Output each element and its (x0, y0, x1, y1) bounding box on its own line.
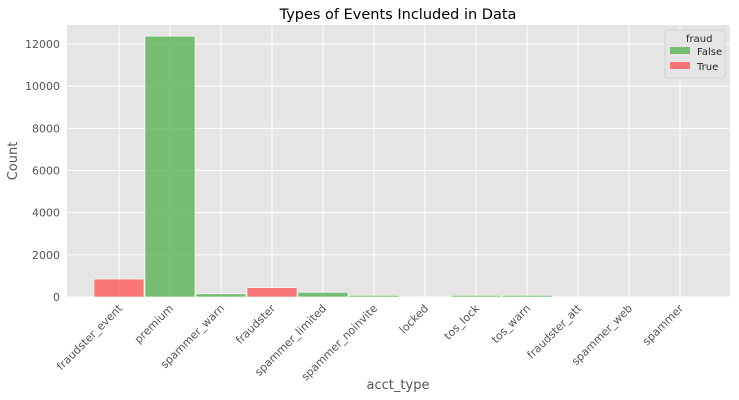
y-tick-label: 0 (53, 291, 60, 304)
bar-spammer-limited-false (297, 292, 349, 298)
x-tick-label-spammer: spammer (640, 302, 686, 348)
y-tick-label: 10000 (25, 80, 60, 93)
bar-spammer-warn-false (195, 293, 247, 298)
x-tick-label-tos-lock: tos_lock (441, 301, 482, 342)
legend: fraud False True (664, 29, 726, 79)
chart-title: Types of Events Included in Data (279, 7, 517, 23)
y-ticks: 0 2000 4000 6000 8000 10000 12000 (25, 38, 60, 304)
bar-fraudster-event-true (93, 278, 145, 298)
y-axis-label: Count (6, 142, 21, 181)
x-tick-label-fraudster: fraudster (233, 302, 278, 347)
legend-label-true: True (696, 62, 718, 73)
y-tick-label: 6000 (32, 164, 60, 177)
y-tick-label: 2000 (32, 249, 60, 262)
legend-swatch-true (670, 62, 690, 69)
legend-label-false: False (697, 47, 722, 58)
bars (93, 35, 553, 298)
x-tick-label-fraudster-event: fraudster_event (54, 301, 125, 372)
legend-title: fraud (686, 34, 712, 45)
bar-premium-false (144, 35, 196, 298)
x-tick-label-premium: premium (132, 302, 176, 346)
y-tick-label: 12000 (25, 38, 60, 51)
bar-fraudster-true (246, 287, 298, 298)
bar-spammer-noinvite-false (348, 295, 400, 298)
y-tick-label: 8000 (32, 122, 60, 135)
bar-tos-lock-false (450, 295, 502, 298)
x-tick-label-locked: locked (397, 302, 431, 336)
y-tick-label: 4000 (32, 207, 60, 220)
x-axis-label: acct_type (367, 378, 430, 393)
legend-swatch-false (670, 47, 690, 54)
bar-tos-warn-false (501, 295, 553, 298)
x-tick-label-tos-warn: tos_warn (489, 302, 533, 346)
